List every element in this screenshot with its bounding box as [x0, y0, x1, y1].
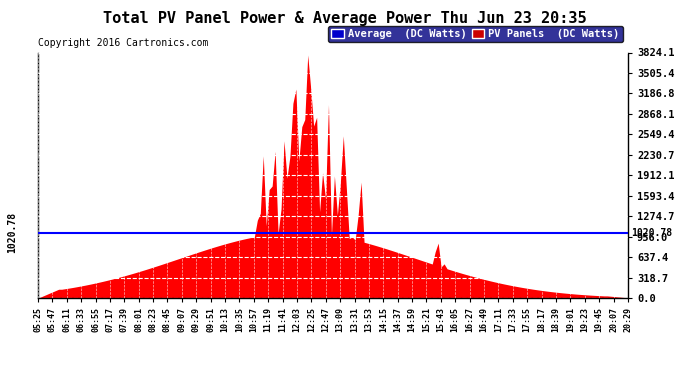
Text: 1020.78: 1020.78	[631, 228, 673, 237]
Text: 1020.78: 1020.78	[8, 212, 17, 253]
Legend: Average  (DC Watts), PV Panels  (DC Watts): Average (DC Watts), PV Panels (DC Watts)	[328, 26, 622, 42]
Text: Total PV Panel Power & Average Power Thu Jun 23 20:35: Total PV Panel Power & Average Power Thu…	[104, 11, 586, 26]
Text: Copyright 2016 Cartronics.com: Copyright 2016 Cartronics.com	[38, 38, 208, 48]
